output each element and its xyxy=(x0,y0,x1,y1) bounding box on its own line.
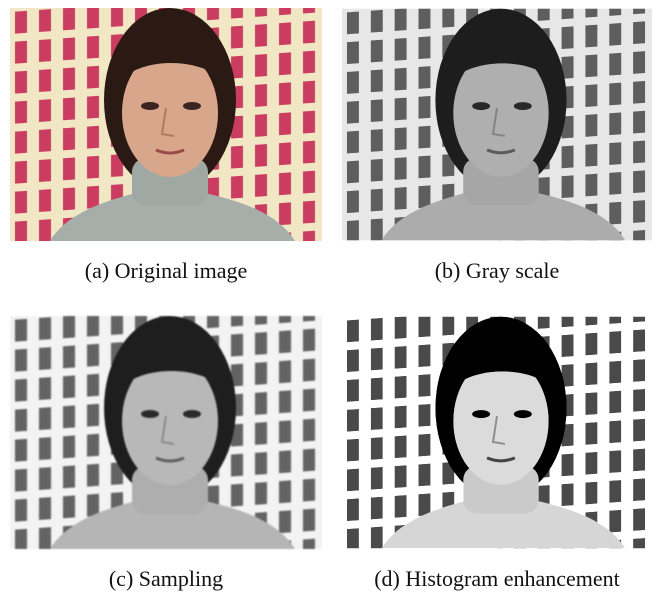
caption: (d) Histogram enhancement xyxy=(374,566,620,591)
gray-scale-image xyxy=(342,9,652,241)
original-image xyxy=(10,8,322,241)
figure: (a) Original image (b) Gray scale (c) Sa… xyxy=(0,0,662,593)
sampled-image xyxy=(10,316,322,549)
caption: (b) Gray scale xyxy=(435,258,560,283)
enhanced-image xyxy=(342,317,652,549)
caption: (c) Sampling xyxy=(109,566,223,591)
caption: (a) Original image xyxy=(85,258,248,283)
